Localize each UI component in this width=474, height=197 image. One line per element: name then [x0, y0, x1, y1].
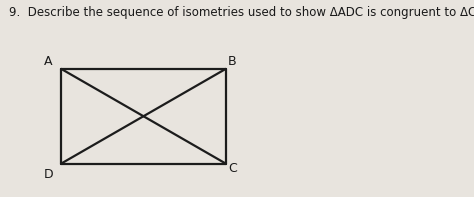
Text: B: B [228, 55, 237, 68]
Text: C: C [228, 162, 237, 175]
Text: 9.  Describe the sequence of isometries used to show ΔADC is congruent to ΔCBA.: 9. Describe the sequence of isometries u… [9, 6, 474, 19]
Text: D: D [43, 168, 53, 181]
Text: A: A [44, 55, 53, 68]
